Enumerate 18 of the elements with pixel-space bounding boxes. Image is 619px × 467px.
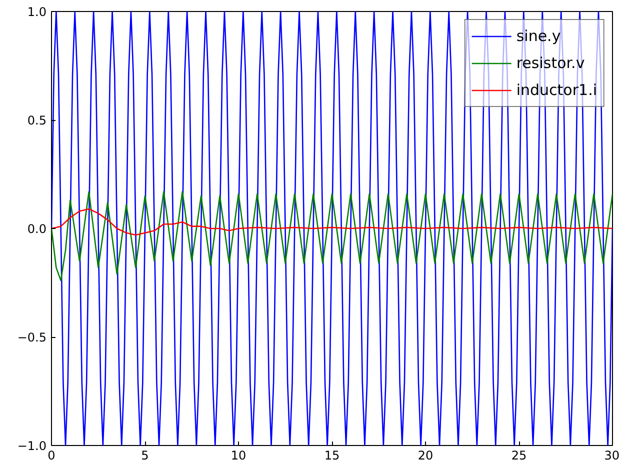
legend-label: resistor.v	[516, 54, 585, 72]
line-series	[52, 12, 612, 446]
x-tick-label: 0	[48, 448, 56, 462]
y-tick-label: −0.5	[17, 330, 46, 344]
legend-label: inductor1.i	[516, 81, 597, 99]
y-tick-label: 1.0	[27, 5, 47, 19]
y-tick-label: −1.0	[17, 439, 46, 453]
x-tick-label: 5	[141, 448, 149, 462]
line-series	[52, 190, 612, 282]
line-series	[52, 208, 612, 236]
legend-label: sine.y	[516, 27, 561, 45]
y-tick-label: 0.5	[27, 114, 47, 128]
x-tick-label: 30	[604, 448, 619, 462]
x-tick-label: 25	[511, 448, 527, 462]
x-tick-label: 15	[324, 448, 340, 462]
x-tick-label: 10	[230, 448, 246, 462]
x-tick-label: 20	[418, 448, 434, 462]
y-tick-label: 0.0	[27, 222, 47, 236]
